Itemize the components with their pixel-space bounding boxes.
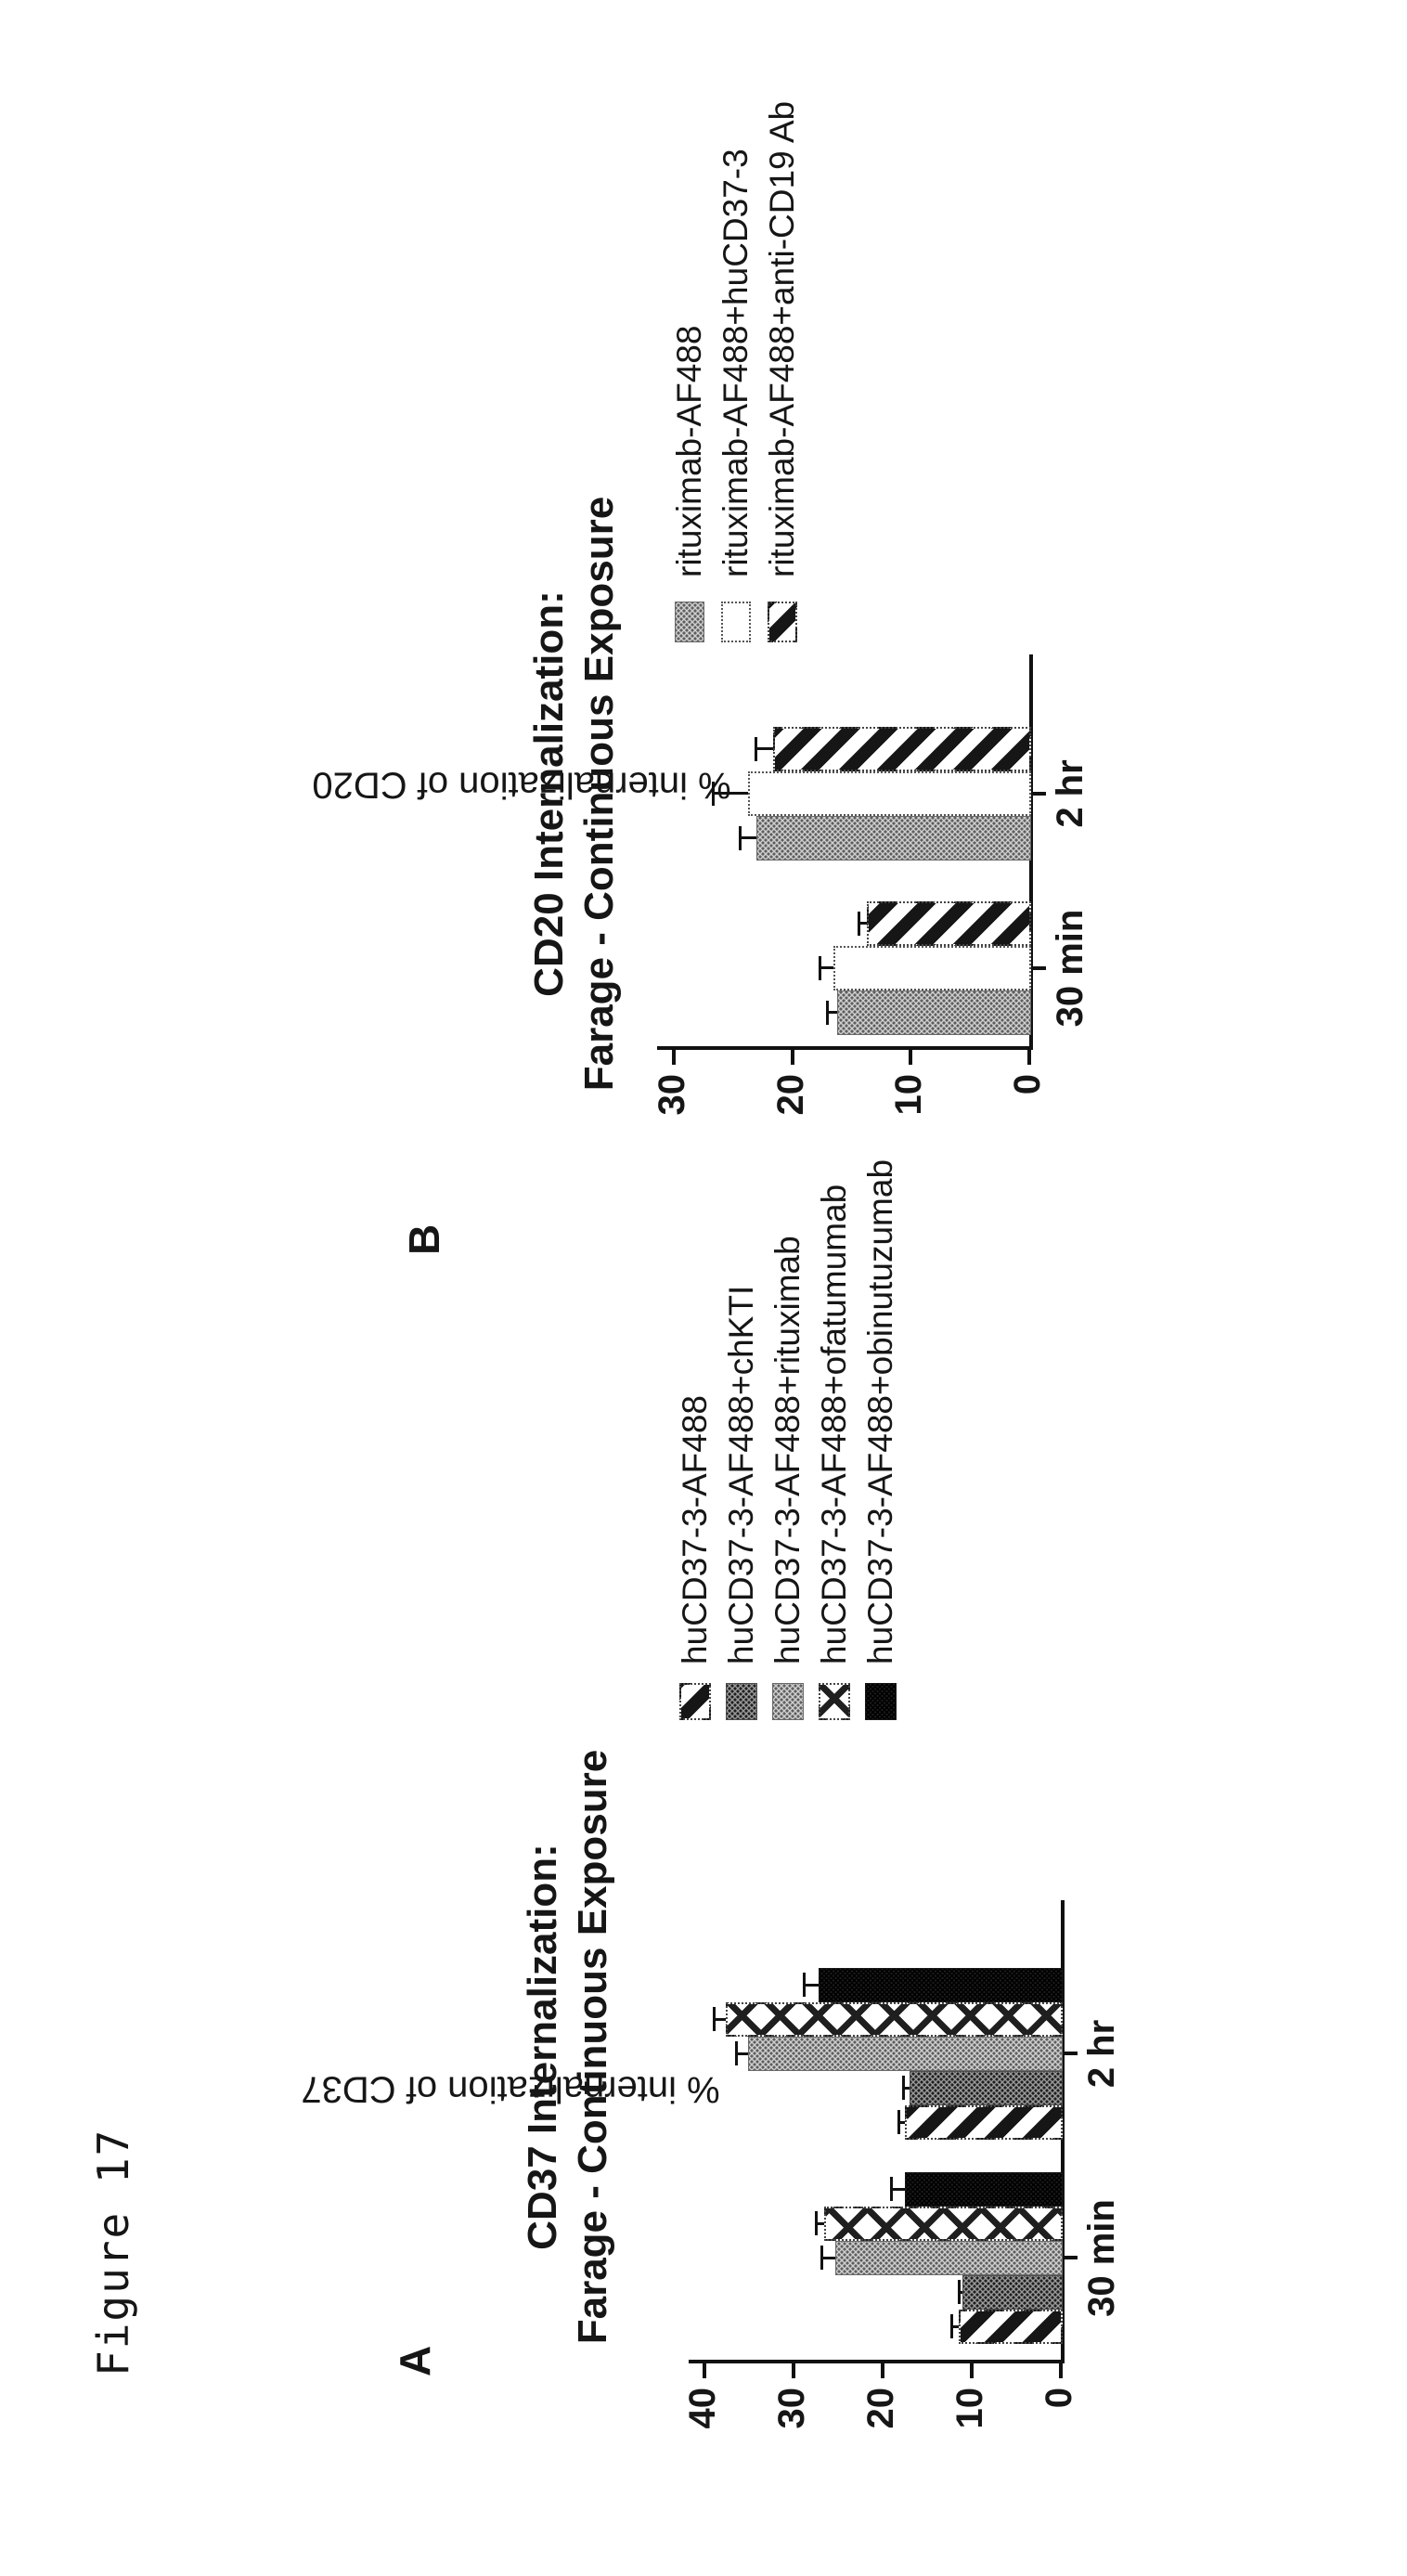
panel-b-legend-swatch [768, 602, 797, 642]
panel-a-legend-swatch [819, 1683, 850, 1720]
panel-b-legend-swatch [675, 602, 704, 642]
panel-a-legend-swatch [726, 1683, 757, 1720]
panel-b-legend-row: rituximab-AF488+anti-CD19 Ab [763, 56, 810, 1262]
figure-label: Figure 17 [88, 2128, 138, 2376]
panel-b-legend: rituximab-AF488 rituximab-AF488+huCD37-3 r… [399, 56, 1197, 1262]
panel-b-legend-label: rituximab-AF488 [670, 325, 708, 577]
panel-a-legend-row: huCD37-3-AF488 [676, 1207, 722, 2576]
panel-a-legend-row: huCD37-3-AF488+rituximab [768, 1207, 815, 2576]
panel-b-legend-label: rituximab-AF488+huCD37-3 [716, 149, 755, 577]
panel-a-legend-row: huCD37-3-AF488+chKTI [722, 1207, 768, 2576]
panel-a-legend-swatch [772, 1683, 804, 1720]
panel-b-legend-row: rituximab-AF488 [670, 56, 717, 1262]
panel-a-legend-row: huCD37-3-AF488+ofatumumab [815, 1184, 861, 2576]
panel-b-legend-label: rituximab-AF488+anti-CD19 Ab [763, 100, 801, 577]
panel-a-chart: A CD37 Internalization: Farage - Continu… [301, 1159, 1122, 2576]
panel-b-legend-row: rituximab-AF488+huCD37-3 [716, 56, 764, 1262]
panel-a-legend: huCD37-3-AF488 huCD37-3-AF488+chKTI huCD37… [390, 1159, 1114, 2576]
panel-b-legend-swatch [721, 602, 751, 642]
panel-a-legend-label: huCD37-3-AF488+rituximab [768, 1236, 807, 1664]
panel-a-legend-swatch [865, 1683, 897, 1720]
panel-a-legend-label: huCD37-3-AF488 [676, 1395, 714, 1664]
panel-a-legend-label: huCD37-3-AF488+chKTI [722, 1285, 760, 1664]
panel-a-legend-row: huCD37-3-AF488+obinutuzumab [861, 1159, 908, 2576]
panel-a-legend-swatch [679, 1683, 711, 1720]
panel-b-chart: B CD20 Internalization: Farage - Continu… [312, 56, 1197, 1262]
